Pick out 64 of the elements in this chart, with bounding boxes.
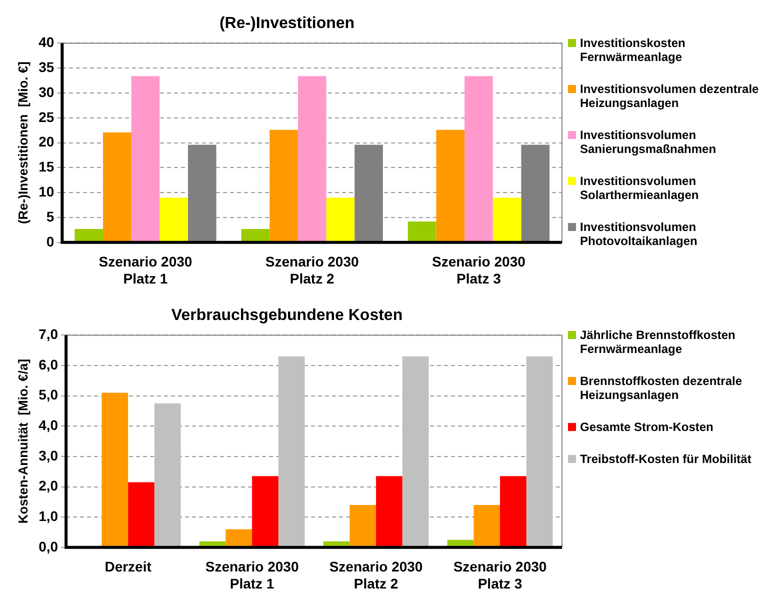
- y-tick-label: 10: [38, 183, 54, 200]
- bar: [128, 482, 154, 547]
- y-tick-label: 20: [38, 134, 54, 150]
- bar: [226, 529, 252, 547]
- legend-label: Jährliche Brennstoffkosten Fernwärmeanlage: [580, 328, 736, 356]
- bar: [160, 198, 188, 242]
- bar: [492, 198, 522, 242]
- bar: [526, 356, 553, 547]
- y-axis-title: (Re-)Investitionen [Mio. €]: [15, 62, 30, 224]
- legend-label: Treibstoff-Kosten für Mobilität: [580, 452, 752, 466]
- bar: [154, 403, 181, 547]
- legend-label: Gesamte Strom-Kosten: [580, 420, 714, 434]
- y-tick-label: 30: [38, 84, 54, 100]
- bar: [102, 132, 132, 242]
- y-tick-label: 0,0: [38, 538, 58, 554]
- y-tick-label: 25: [38, 108, 54, 125]
- bar: [354, 144, 383, 242]
- y-tick-label: 5,0: [38, 386, 58, 403]
- y-tick-label: 15: [38, 158, 54, 175]
- x-tick-label: Szenario 2030 Platz 3: [453, 558, 547, 592]
- bar: [521, 144, 550, 242]
- chart-title: Verbrauchsgebundene Kosten: [171, 307, 403, 324]
- y-tick-label: 2,0: [38, 478, 58, 494]
- legend-label: Brennstoffkosten dezentrale Heizungsanlagen: [580, 374, 744, 402]
- bar: [402, 356, 429, 547]
- legend-label: Investitionsvolumen dezentrale Heizungsanlagen: [580, 82, 760, 110]
- legend-label: Investitionskosten Fernwärmeanlage: [580, 36, 686, 64]
- bar: [102, 392, 128, 547]
- chart-title: (Re-)Investitionen: [219, 15, 355, 32]
- y-tick-label: 4,0: [38, 417, 58, 433]
- bar: [326, 198, 355, 242]
- x-tick-label: Szenario 2030 Platz 2: [329, 558, 423, 592]
- y-tick-label: 3,0: [38, 447, 58, 464]
- bar: [74, 228, 103, 242]
- x-tick-label: Szenario 2030 Platz 2: [265, 254, 359, 286]
- legend-label: Investitionsvolumen Photovoltaikanlagen: [580, 220, 698, 248]
- y-axis-title: Kosten-Annuität [Mio. €/a]: [15, 358, 30, 524]
- bar: [270, 130, 298, 242]
- legend-label: Investitionsvolumen Solarthermieanlagen: [580, 174, 700, 202]
- x-tick-label: Derzeit: [104, 558, 152, 575]
- bar: [188, 144, 216, 242]
- y-tick-label: 0: [46, 233, 54, 250]
- y-tick-label: 1,0: [38, 508, 58, 524]
- x-tick-label: Szenario 2030 Platz 1: [205, 558, 299, 592]
- bar: [252, 476, 278, 547]
- y-tick-label: 7,0: [38, 326, 58, 342]
- x-tick-label: Szenario 2030 Platz 3: [432, 254, 526, 286]
- bar: [376, 476, 402, 547]
- bar: [131, 76, 160, 242]
- y-tick-label: 5: [46, 208, 54, 224]
- bar: [500, 476, 526, 547]
- bar: [350, 504, 376, 547]
- y-tick-label: 35: [38, 58, 54, 75]
- bar: [298, 76, 326, 242]
- y-tick-label: 6,0: [38, 356, 58, 372]
- bar: [464, 76, 493, 242]
- bar: [278, 356, 305, 547]
- bar: [408, 221, 436, 242]
- legend-label: Investitionsvolumen Sanierungsmaßnahmen: [580, 128, 718, 156]
- bar: [474, 504, 500, 547]
- x-tick-label: Szenario 2030 Platz 1: [98, 254, 192, 286]
- y-tick-label: 40: [38, 34, 54, 50]
- bar: [241, 228, 270, 242]
- bar: [436, 130, 465, 242]
